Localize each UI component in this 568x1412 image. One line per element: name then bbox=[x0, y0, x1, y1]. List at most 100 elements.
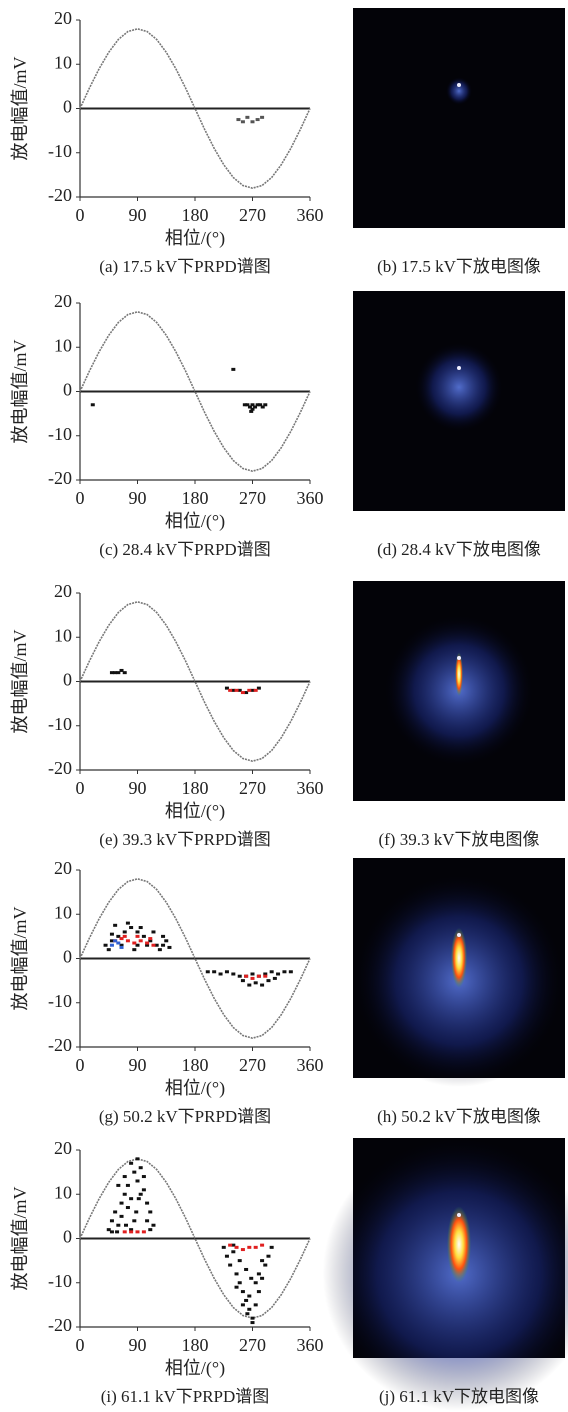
discharge-point bbox=[240, 1303, 245, 1307]
image-caption: (j) 61.1 kV下放电图像 bbox=[379, 1387, 539, 1406]
discharge-point bbox=[255, 403, 260, 407]
discharge-point bbox=[141, 1188, 146, 1192]
discharge-tip bbox=[457, 933, 461, 937]
discharge-point bbox=[125, 1206, 130, 1210]
discharge-point bbox=[253, 981, 258, 985]
x-tick-label: 270 bbox=[239, 205, 266, 225]
discharge-point bbox=[288, 970, 293, 974]
discharge-point bbox=[129, 1228, 134, 1232]
image-caption: (f) 39.3 kV下放电图像 bbox=[378, 830, 539, 849]
discharge-point bbox=[250, 976, 255, 980]
discharge-point bbox=[141, 934, 146, 938]
discharge-point bbox=[154, 943, 159, 947]
y-axis-label: 放电幅值/mV bbox=[10, 629, 30, 733]
y-tick-label: 20 bbox=[54, 858, 72, 878]
discharge-point bbox=[263, 972, 268, 976]
discharge-point bbox=[240, 120, 245, 124]
discharge-point bbox=[138, 1166, 143, 1170]
discharge-point bbox=[141, 1230, 146, 1234]
y-tick-label: 10 bbox=[54, 1182, 72, 1202]
chart-caption: (g) 50.2 kV下PRPD谱图 bbox=[99, 1107, 271, 1126]
discharge-tip bbox=[457, 366, 461, 370]
discharge-point bbox=[122, 1230, 127, 1234]
discharge-point bbox=[234, 1272, 239, 1276]
x-tick-label: 180 bbox=[182, 1055, 209, 1075]
discharge-point bbox=[212, 970, 217, 974]
discharge-point bbox=[250, 972, 255, 976]
discharge-point bbox=[148, 939, 153, 943]
discharge-point bbox=[240, 1290, 245, 1294]
discharge-point bbox=[106, 1228, 111, 1232]
discharge-point bbox=[247, 1245, 252, 1249]
discharge-point bbox=[218, 972, 223, 976]
discharge-point bbox=[125, 939, 130, 943]
discharge-point bbox=[148, 937, 153, 941]
discharge-point bbox=[122, 934, 127, 938]
y-tick-label: 20 bbox=[54, 581, 72, 601]
discharge-point bbox=[116, 671, 121, 675]
discharge-point bbox=[260, 1243, 265, 1247]
discharge-point bbox=[228, 688, 233, 692]
discharge-point bbox=[145, 1219, 150, 1223]
y-tick-label: 0 bbox=[63, 670, 72, 690]
discharge-point bbox=[119, 943, 124, 947]
discharge-point bbox=[106, 948, 111, 952]
discharge-point bbox=[244, 974, 249, 978]
discharge-point bbox=[116, 1223, 121, 1227]
discharge-point bbox=[244, 1298, 249, 1302]
discharge-point bbox=[240, 691, 245, 695]
reference-sine bbox=[79, 878, 311, 1039]
chart-caption: (c) 28.4 kV下PRPD谱图 bbox=[99, 540, 270, 559]
discharge-point bbox=[253, 1303, 258, 1307]
discharge-core bbox=[455, 652, 463, 697]
discharge-point bbox=[90, 403, 95, 407]
x-tick-label: 180 bbox=[182, 205, 209, 225]
discharge-point bbox=[276, 972, 281, 976]
discharge-point bbox=[135, 943, 140, 947]
discharge-point bbox=[231, 1243, 236, 1247]
y-tick-label: -20 bbox=[48, 758, 72, 778]
discharge-point bbox=[103, 943, 108, 947]
discharge-point bbox=[245, 403, 250, 407]
discharge-point bbox=[231, 367, 236, 371]
discharge-point bbox=[224, 1254, 229, 1258]
y-tick-label: -20 bbox=[48, 1315, 72, 1335]
x-tick-label: 360 bbox=[297, 205, 324, 225]
discharge-point bbox=[151, 1223, 156, 1227]
discharge-point bbox=[249, 409, 254, 413]
discharge-point bbox=[250, 688, 255, 692]
discharge-point bbox=[119, 1201, 124, 1205]
discharge-point bbox=[167, 945, 172, 949]
discharge-point bbox=[272, 976, 277, 980]
discharge-halo bbox=[415, 342, 503, 433]
discharge-point bbox=[116, 941, 121, 945]
discharge-point bbox=[237, 1259, 242, 1263]
discharge-point bbox=[263, 403, 268, 407]
discharge-point bbox=[253, 1245, 258, 1249]
y-tick-label: 10 bbox=[54, 902, 72, 922]
discharge-point bbox=[247, 405, 252, 409]
discharge-point bbox=[256, 686, 261, 690]
discharge-point bbox=[240, 979, 245, 983]
discharge-point bbox=[247, 688, 252, 692]
y-tick-label: -10 bbox=[48, 991, 72, 1011]
y-tick-label: -10 bbox=[48, 1271, 72, 1291]
discharge-point bbox=[263, 1263, 268, 1267]
discharge-point bbox=[122, 1192, 127, 1196]
discharge-point bbox=[113, 923, 118, 927]
discharge-point bbox=[244, 691, 249, 695]
y-tick-label: -20 bbox=[48, 468, 72, 488]
chart-caption: (e) 39.3 kV下PRPD谱图 bbox=[99, 830, 270, 849]
x-tick-label: 270 bbox=[239, 1055, 266, 1075]
discharge-point bbox=[109, 943, 114, 947]
y-tick-label: -10 bbox=[48, 141, 72, 161]
discharge-point bbox=[109, 932, 114, 936]
x-tick-label: 0 bbox=[76, 1335, 85, 1355]
discharge-point bbox=[161, 934, 166, 938]
discharge-point bbox=[119, 1214, 124, 1218]
reference-sine bbox=[79, 28, 311, 189]
discharge-point bbox=[247, 1307, 252, 1311]
discharge-point bbox=[145, 941, 150, 945]
discharge-point bbox=[132, 948, 137, 952]
y-tick-label: -20 bbox=[48, 1035, 72, 1055]
